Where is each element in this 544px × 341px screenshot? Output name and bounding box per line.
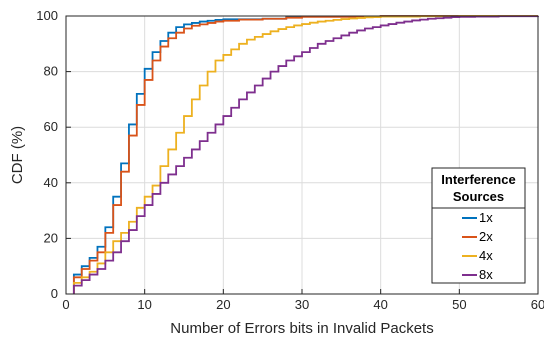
series-lines <box>72 15 539 294</box>
legend: Interference Sources 1x 2x 4x 8x <box>431 167 526 284</box>
x-tick-label: 10 <box>137 297 151 312</box>
y-tick-label: 100 <box>36 8 58 23</box>
y-tick-label: 0 <box>51 286 58 301</box>
legend-label-2x: 2x <box>479 229 493 244</box>
x-tick-label: 30 <box>295 297 309 312</box>
legend-title-line1: Interference <box>441 172 515 187</box>
y-axis-label: CDF (%) <box>9 126 26 184</box>
legend-box <box>431 167 526 284</box>
x-tick-label: 0 <box>62 297 69 312</box>
y-tick-label: 80 <box>44 64 58 79</box>
x-axis-label: Number of Errors bits in Invalid Packets <box>170 320 433 337</box>
y-tick-label: 20 <box>44 230 58 245</box>
series-line-2x <box>72 15 538 294</box>
x-tick-label: 20 <box>216 297 230 312</box>
x-tick-label: 40 <box>373 297 387 312</box>
axis-ticks: 0 10 20 30 40 50 60 0 20 40 60 80 100 <box>36 8 544 312</box>
legend-label-8x: 8x <box>479 267 493 282</box>
legend-label-4x: 4x <box>479 248 493 263</box>
legend-label-1x: 1x <box>479 210 493 225</box>
y-tick-label: 60 <box>44 119 58 134</box>
legend-items: 1x 2x 4x 8x <box>462 210 493 282</box>
x-tick-label: 60 <box>531 297 544 312</box>
x-tick-label: 50 <box>452 297 466 312</box>
legend-title-line2: Sources <box>453 189 504 204</box>
y-tick-label: 40 <box>44 175 58 190</box>
series-line-8x <box>72 15 539 294</box>
